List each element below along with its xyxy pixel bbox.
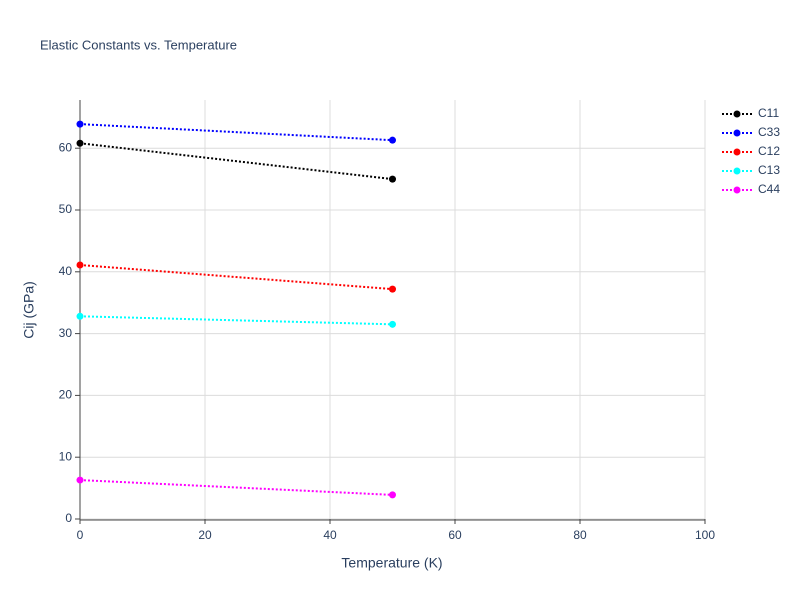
marker	[389, 285, 396, 293]
marker	[76, 476, 84, 484]
y-tick-label: 50	[59, 202, 73, 216]
chart-title: Elastic Constants vs. Temperature	[40, 37, 237, 52]
x-tick-label: 20	[198, 528, 212, 542]
y-tick-label: 40	[59, 264, 73, 278]
legend-marker	[733, 129, 741, 137]
legend-label: C11	[758, 106, 779, 120]
legend-marker	[733, 167, 741, 175]
legend-label: C33	[758, 125, 780, 139]
series-line	[79, 142, 393, 181]
x-tick-label: 80	[573, 528, 587, 542]
legend-label: C12	[758, 144, 780, 158]
legend-marker	[733, 110, 741, 118]
marker	[389, 175, 396, 183]
series-line	[79, 264, 393, 291]
x-axis-label: Temperature (K)	[341, 555, 442, 571]
y-tick-label: 30	[59, 326, 73, 340]
y-tick-label: 0	[65, 511, 72, 525]
x-tick-label: 40	[323, 528, 337, 542]
series-line	[79, 479, 393, 496]
legend-marker	[733, 186, 741, 194]
x-tick-label: 0	[77, 528, 84, 542]
marker	[389, 136, 396, 144]
legend-label: C44	[758, 182, 780, 196]
y-tick-label: 10	[59, 449, 73, 463]
legend-label: C13	[758, 163, 780, 177]
marker	[76, 312, 84, 320]
series-line	[79, 315, 393, 326]
x-tick-label: 60	[448, 528, 462, 542]
legend-marker	[733, 148, 741, 156]
y-axis-label: Cij (GPa)	[21, 281, 37, 339]
marker	[76, 139, 84, 147]
y-tick-label: 20	[59, 388, 73, 402]
x-tick-label: 100	[695, 528, 715, 542]
marker	[76, 261, 84, 269]
marker	[389, 320, 396, 328]
series-line	[79, 123, 393, 142]
marker	[76, 120, 84, 128]
marker	[389, 491, 396, 499]
y-tick-label: 60	[59, 140, 73, 154]
